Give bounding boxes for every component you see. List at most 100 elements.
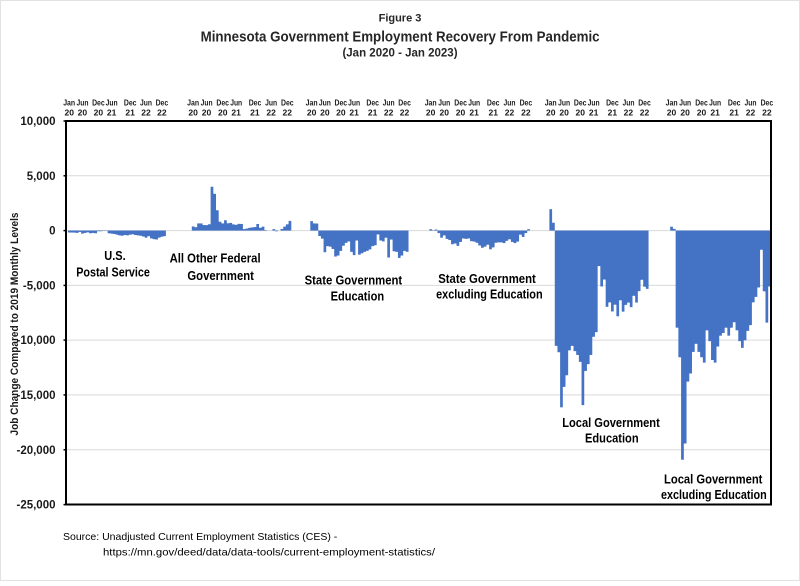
svg-text:20: 20 xyxy=(307,109,317,118)
svg-text:22: 22 xyxy=(384,109,394,118)
svg-text:Jun: Jun xyxy=(265,99,277,108)
svg-text:20: 20 xyxy=(667,109,677,118)
svg-text:Job Change Compared to 2019 Mo: Job Change Compared to 2019 Monthly Leve… xyxy=(9,213,21,436)
svg-text:22: 22 xyxy=(762,109,772,118)
svg-text:Jan: Jan xyxy=(666,99,678,108)
svg-text:Dec: Dec xyxy=(398,99,411,108)
svg-text:Postal Service: Postal Service xyxy=(76,264,150,279)
svg-text:20: 20 xyxy=(65,109,75,118)
svg-text:Dec: Dec xyxy=(335,99,348,108)
svg-text:All Other Federal: All Other Federal xyxy=(170,251,261,266)
svg-text:22: 22 xyxy=(640,109,650,118)
svg-text:Dec: Dec xyxy=(574,99,587,108)
svg-text:20: 20 xyxy=(78,109,88,118)
svg-text:Dec: Dec xyxy=(728,99,741,108)
svg-text:Jun: Jun xyxy=(468,99,480,108)
svg-text:0: 0 xyxy=(49,226,55,238)
svg-text:22: 22 xyxy=(400,109,410,118)
svg-text:20: 20 xyxy=(697,109,707,118)
svg-text:22: 22 xyxy=(157,109,167,118)
svg-text:5,000: 5,000 xyxy=(27,171,56,183)
svg-text:Source: Unadjusted Current Emp: Source: Unadjusted Current Employment St… xyxy=(63,531,338,543)
svg-text:Dec: Dec xyxy=(249,99,262,108)
svg-text:20: 20 xyxy=(202,109,212,118)
svg-text:Jun: Jun xyxy=(558,99,570,108)
svg-text:Dec: Dec xyxy=(761,99,774,108)
svg-text:Dec: Dec xyxy=(156,99,169,108)
svg-text:State Government: State Government xyxy=(438,271,536,286)
svg-text:Dec: Dec xyxy=(487,99,500,108)
svg-text:22: 22 xyxy=(283,109,293,118)
svg-text:Jan: Jan xyxy=(187,99,199,108)
svg-text:21: 21 xyxy=(589,109,599,118)
svg-text:21: 21 xyxy=(368,109,378,118)
svg-text:Jun: Jun xyxy=(438,99,450,108)
svg-text:Jan: Jan xyxy=(545,99,557,108)
svg-text:Jun: Jun xyxy=(230,99,242,108)
svg-text:Jan: Jan xyxy=(63,99,75,108)
svg-text:https://mn.gov/deed/data/data-: https://mn.gov/deed/data/data-tools/curr… xyxy=(103,547,435,559)
svg-text:Jun: Jun xyxy=(679,99,691,108)
svg-text:20: 20 xyxy=(188,109,198,118)
svg-text:(Jan 2020 - Jan 2023): (Jan 2020 - Jan 2023) xyxy=(342,48,457,60)
svg-text:excluding Education: excluding Education xyxy=(436,287,543,302)
svg-text:Local Government: Local Government xyxy=(664,472,763,487)
svg-text:Jan: Jan xyxy=(306,99,318,108)
svg-text:Jun: Jun xyxy=(201,99,213,108)
svg-text:10,000: 10,000 xyxy=(20,116,55,128)
svg-text:-5,000: -5,000 xyxy=(23,280,56,292)
svg-text:Jun: Jun xyxy=(588,99,600,108)
svg-text:21: 21 xyxy=(107,109,117,118)
svg-text:22: 22 xyxy=(266,109,276,118)
svg-text:21: 21 xyxy=(125,109,135,118)
svg-text:21: 21 xyxy=(729,109,739,118)
svg-text:20: 20 xyxy=(336,109,346,118)
svg-text:21: 21 xyxy=(231,109,241,118)
svg-text:Dec: Dec xyxy=(366,99,379,108)
svg-text:20: 20 xyxy=(426,109,436,118)
svg-text:Jun: Jun xyxy=(77,99,89,108)
svg-text:20: 20 xyxy=(680,109,690,118)
svg-text:20: 20 xyxy=(440,109,450,118)
svg-text:Dec: Dec xyxy=(124,99,137,108)
svg-text:-15,000: -15,000 xyxy=(16,390,55,402)
svg-text:22: 22 xyxy=(521,109,531,118)
svg-text:22: 22 xyxy=(624,109,634,118)
svg-text:20: 20 xyxy=(320,109,330,118)
svg-text:20: 20 xyxy=(218,109,228,118)
svg-text:20: 20 xyxy=(94,109,104,118)
svg-text:Dec: Dec xyxy=(520,99,533,108)
svg-text:21: 21 xyxy=(469,109,479,118)
svg-text:Dec: Dec xyxy=(216,99,229,108)
svg-text:21: 21 xyxy=(250,109,260,118)
svg-text:-20,000: -20,000 xyxy=(16,445,55,457)
svg-text:21: 21 xyxy=(489,109,499,118)
svg-text:Education: Education xyxy=(331,289,385,304)
svg-text:U.S.: U.S. xyxy=(104,248,125,263)
svg-text:Dec: Dec xyxy=(638,99,651,108)
svg-text:Jun: Jun xyxy=(623,99,635,108)
svg-text:Local Government: Local Government xyxy=(562,415,660,430)
svg-text:Jun: Jun xyxy=(140,99,152,108)
svg-text:Education: Education xyxy=(585,431,639,446)
svg-text:Jan: Jan xyxy=(425,99,437,108)
svg-text:20: 20 xyxy=(576,109,586,118)
svg-text:State Government: State Government xyxy=(305,272,403,287)
svg-text:Minnesota Government Employmen: Minnesota Government Employment Recovery… xyxy=(201,29,600,46)
svg-text:Government: Government xyxy=(187,268,254,283)
svg-text:Jun: Jun xyxy=(106,99,118,108)
svg-text:Jun: Jun xyxy=(383,99,395,108)
svg-text:Jun: Jun xyxy=(319,99,331,108)
svg-text:Dec: Dec xyxy=(281,99,294,108)
svg-text:Dec: Dec xyxy=(606,99,619,108)
svg-text:Dec: Dec xyxy=(695,99,708,108)
svg-text:Dec: Dec xyxy=(454,99,467,108)
svg-text:Jun: Jun xyxy=(745,99,757,108)
svg-text:Jun: Jun xyxy=(709,99,721,108)
svg-text:excluding Education: excluding Education xyxy=(661,487,767,502)
svg-text:Jun: Jun xyxy=(504,99,516,108)
svg-text:21: 21 xyxy=(349,109,359,118)
svg-text:20: 20 xyxy=(559,109,569,118)
svg-text:-10,000: -10,000 xyxy=(16,335,55,347)
svg-text:22: 22 xyxy=(141,109,151,118)
